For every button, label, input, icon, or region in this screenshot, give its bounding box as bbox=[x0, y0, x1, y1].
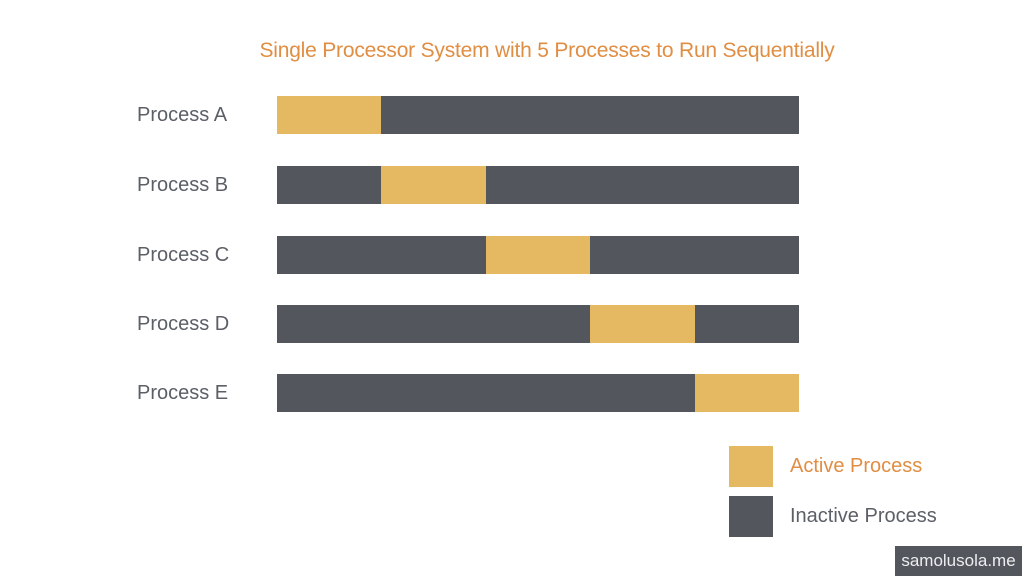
bar-segment-inactive bbox=[277, 236, 486, 274]
process-row: Process D bbox=[0, 305, 1024, 343]
bar-segment-active bbox=[590, 305, 695, 343]
bar-segment-inactive bbox=[590, 236, 799, 274]
bar-segment-inactive bbox=[277, 305, 591, 343]
process-label: Process B bbox=[137, 174, 229, 196]
process-row: Process E bbox=[0, 374, 1024, 412]
chart-title: Single Processor System with 5 Processes… bbox=[259, 39, 835, 62]
legend-label: Inactive Process bbox=[790, 505, 937, 527]
process-bar bbox=[277, 96, 799, 134]
bar-segment-active bbox=[694, 374, 799, 412]
bar-segment-active bbox=[485, 236, 591, 274]
legend-label: Active Process bbox=[790, 455, 923, 477]
process-label: Process E bbox=[137, 382, 229, 404]
watermark-text: samolusola.me bbox=[901, 551, 1016, 570]
process-label: Process A bbox=[137, 104, 228, 126]
process-bar bbox=[277, 305, 799, 343]
process-row: Process B bbox=[0, 166, 1024, 204]
bar-segment-inactive bbox=[485, 166, 799, 204]
bar-segment-inactive bbox=[277, 166, 382, 204]
bar-segment-inactive bbox=[381, 96, 799, 134]
process-label: Process C bbox=[137, 244, 230, 266]
legend-swatch-inactive bbox=[729, 496, 773, 537]
process-label: Process D bbox=[137, 313, 230, 335]
process-bar bbox=[277, 166, 799, 204]
legend-item: Inactive Process bbox=[729, 496, 937, 537]
legend-item: Active Process bbox=[729, 446, 937, 487]
bar-segment-active bbox=[381, 166, 486, 204]
chart-legend: Active Process Inactive Process bbox=[729, 446, 937, 537]
process-row: Process A bbox=[0, 96, 1024, 134]
process-row: Process C bbox=[0, 236, 1024, 274]
bar-segment-inactive bbox=[277, 374, 695, 412]
process-bar bbox=[277, 374, 799, 412]
watermark-badge: samolusola.me bbox=[895, 546, 1022, 576]
bar-segment-inactive bbox=[694, 305, 799, 343]
process-bar bbox=[277, 236, 799, 274]
bar-segment-active bbox=[277, 96, 382, 134]
legend-swatch-active bbox=[729, 446, 773, 487]
